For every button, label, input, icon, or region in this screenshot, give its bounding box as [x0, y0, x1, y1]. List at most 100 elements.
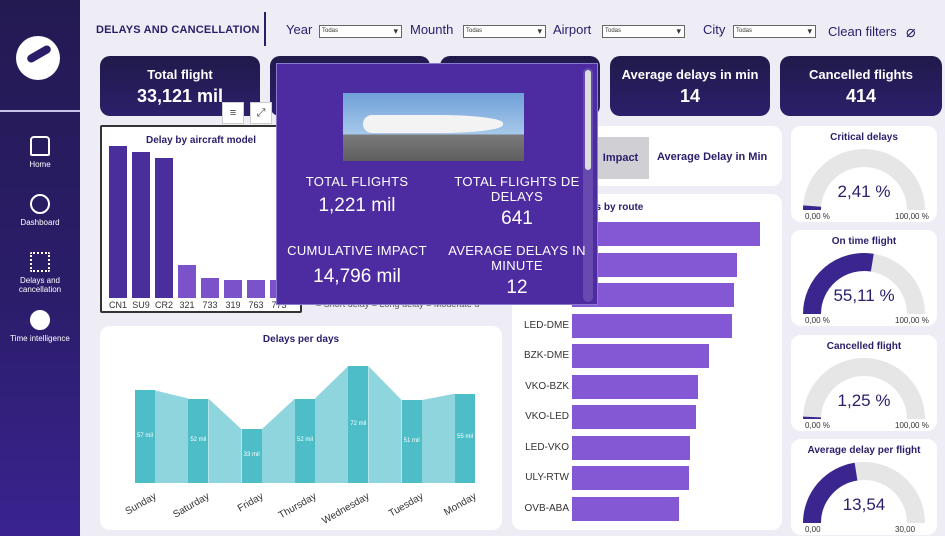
route-bar: [572, 466, 689, 490]
header-divider: [264, 12, 266, 46]
gauge-value: 1,25 %: [837, 391, 891, 410]
route-label: OVB-ABA: [524, 502, 569, 514]
sidebar-divider: [0, 110, 80, 112]
kpi-total-flight: Total flight 33,121 mil: [100, 56, 260, 116]
tooltip-impact-value: 14,796 mil: [313, 266, 401, 287]
gauge-track: [803, 358, 925, 420]
route-label: VKO-BZK: [525, 380, 569, 392]
filter-city-select[interactable]: Todas: [733, 25, 816, 38]
kpi-cancelled: Cancelled flights 414: [780, 56, 942, 116]
gauge-arc: [803, 462, 925, 524]
header-bar: DELAYS AND CANCELLATION Year Todas Mount…: [96, 12, 936, 48]
filter-icon[interactable]: ≡: [222, 102, 244, 124]
aircraft-tick-label: 321: [179, 300, 195, 310]
nav-home[interactable]: Home: [0, 136, 80, 169]
gauge-arc: [803, 358, 925, 420]
days-value-label: 33 mil: [243, 452, 260, 459]
tooltip-total-flights-label: TOTAL FLIGHTS: [305, 174, 409, 189]
gauge-min-label: 0,00: [805, 525, 821, 534]
filter-city-label: City: [703, 22, 726, 37]
route-label: BZK-DME: [524, 350, 569, 361]
aircraft-bar: [201, 278, 219, 298]
kpi-avg-delay: Average delays in min 14: [610, 56, 770, 116]
aircraft-tick-label: 763: [248, 300, 264, 310]
kpi-value: 414: [845, 86, 877, 106]
gauge-title: Critical delays: [830, 132, 898, 143]
focus-mode-icon[interactable]: ⤢: [250, 102, 272, 124]
filter-airport-label: Airport: [553, 22, 592, 37]
route-bar: [572, 252, 738, 277]
days-value-label: 52 mil: [190, 436, 207, 443]
globe-plane-logo: [16, 36, 60, 80]
aircraft-tick-label: SU9: [132, 300, 150, 310]
days-bar: [241, 429, 262, 483]
tab-impact[interactable]: Impact: [592, 137, 649, 179]
tooltip-scrollbar-track[interactable]: [583, 68, 593, 302]
kpi-label: Average delays in min: [621, 67, 759, 82]
aircraft-bar: [132, 152, 150, 298]
days-value-label: 51 mil: [403, 437, 420, 444]
days-bar: [348, 366, 369, 483]
route-bar: [572, 496, 680, 521]
route-bar: [572, 435, 691, 460]
nav-home-label: Home: [29, 160, 51, 169]
gauge-min-label: 0,00 %: [805, 212, 830, 221]
days-bar: [135, 390, 155, 483]
clean-filters-button[interactable]: Clean filters: [828, 24, 897, 39]
gauge-max-label: 30,00: [895, 525, 916, 534]
tab-average-delay[interactable]: Average Delay in Min: [657, 151, 768, 163]
route-bar: [572, 374, 698, 399]
nav-delays-label: Delays and cancellation: [18, 276, 62, 294]
gauge-value: 13,54: [842, 495, 886, 514]
gauge-value: 2,41 %: [837, 182, 891, 201]
tooltip-total-delays-label: TOTAL FLIGHTS DE DELAYS: [454, 174, 580, 204]
tooltip-scrollbar-thumb[interactable]: [585, 70, 591, 170]
gauge-title: Average delay per flight: [807, 445, 921, 456]
aircraft-tick-label: 733: [202, 300, 218, 310]
clock-icon: [30, 310, 50, 330]
route-label: LED-DME: [523, 319, 569, 331]
days-bar: [455, 393, 475, 483]
filter-airport-select[interactable]: Todas: [602, 25, 685, 38]
tooltip-avg-value: 12: [506, 277, 528, 298]
tooltip-card: TOTAL FLIGHTS 1,221 mil TOTAL FLIGHTS DE…: [276, 63, 598, 305]
aircraft-bar: [224, 279, 242, 298]
kpi-label: Cancelled flights: [808, 67, 914, 82]
pie-icon: [30, 194, 50, 214]
route-bar: [572, 283, 734, 307]
days-bar: [401, 400, 422, 483]
route-bar: [572, 313, 732, 338]
days-bar: [188, 398, 209, 483]
aircraft-bar: [155, 158, 173, 298]
aircraft-tick-label: 319: [225, 300, 241, 310]
nav-dashboard[interactable]: Dashboard: [0, 194, 80, 227]
nav-time-label: Time intelligence: [10, 334, 70, 343]
tooltip-impact-label: CUMULATIVE IMPACT: [287, 243, 427, 258]
aircraft-bar: [178, 264, 196, 298]
airplane-image: [343, 93, 524, 161]
gauge-fill: [803, 462, 858, 524]
tooltip-total-flights-value: 1,221 mil: [318, 195, 396, 216]
days-area-segment: [421, 393, 455, 483]
route-label: LED-VKO: [525, 441, 569, 453]
tooltip-total-delays-value: 641: [501, 208, 533, 229]
aircraft-tick-label: 773: [271, 300, 287, 310]
nav-time[interactable]: Time intelligence: [0, 310, 80, 343]
days-value-label: 52 mil: [296, 436, 313, 443]
nav-delays[interactable]: Delays and cancellation: [0, 252, 80, 294]
gauge-value: 55,11 %: [833, 286, 895, 305]
route-bar: [572, 344, 710, 368]
route-label: VKO-LED: [525, 411, 569, 422]
aircraft-tick-label: CN1: [108, 300, 127, 310]
eraser-icon[interactable]: ⌀: [906, 24, 916, 41]
days-bar: [295, 398, 315, 483]
sidebar: Home Dashboard Delays and cancellation T…: [0, 0, 80, 536]
aircraft-bar: [247, 279, 265, 298]
days-value-label: 55 mil: [456, 434, 473, 441]
tooltip-avg-label: AVERAGE DELAYS IN MINUTE: [448, 243, 586, 273]
days-value-label: 57 mil: [136, 432, 153, 439]
gauge-max-label: 100,00 %: [895, 212, 929, 221]
filter-year-select[interactable]: Todas: [319, 25, 402, 38]
filter-month-select[interactable]: Todas: [463, 25, 546, 38]
aircraft-chart-title: Delay by aircraft model: [145, 135, 257, 146]
